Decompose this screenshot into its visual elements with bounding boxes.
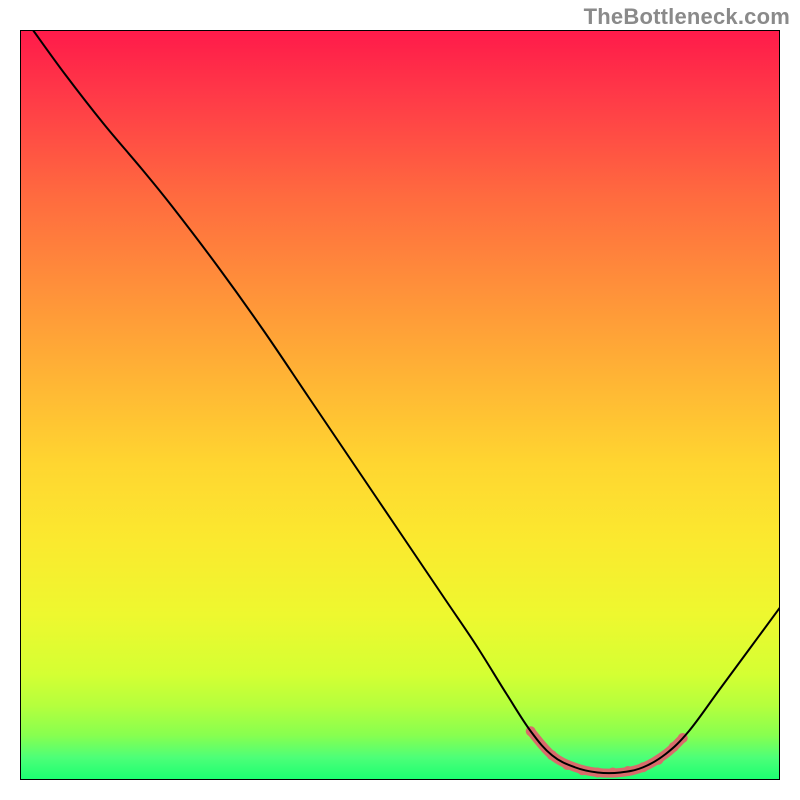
chart-canvas: { "watermark": "TheBottleneck.com", "cha…	[0, 0, 800, 800]
plot-area	[20, 30, 780, 780]
chart-svg	[20, 30, 780, 780]
watermark-text: TheBottleneck.com	[584, 4, 790, 30]
gradient-background	[20, 30, 780, 780]
